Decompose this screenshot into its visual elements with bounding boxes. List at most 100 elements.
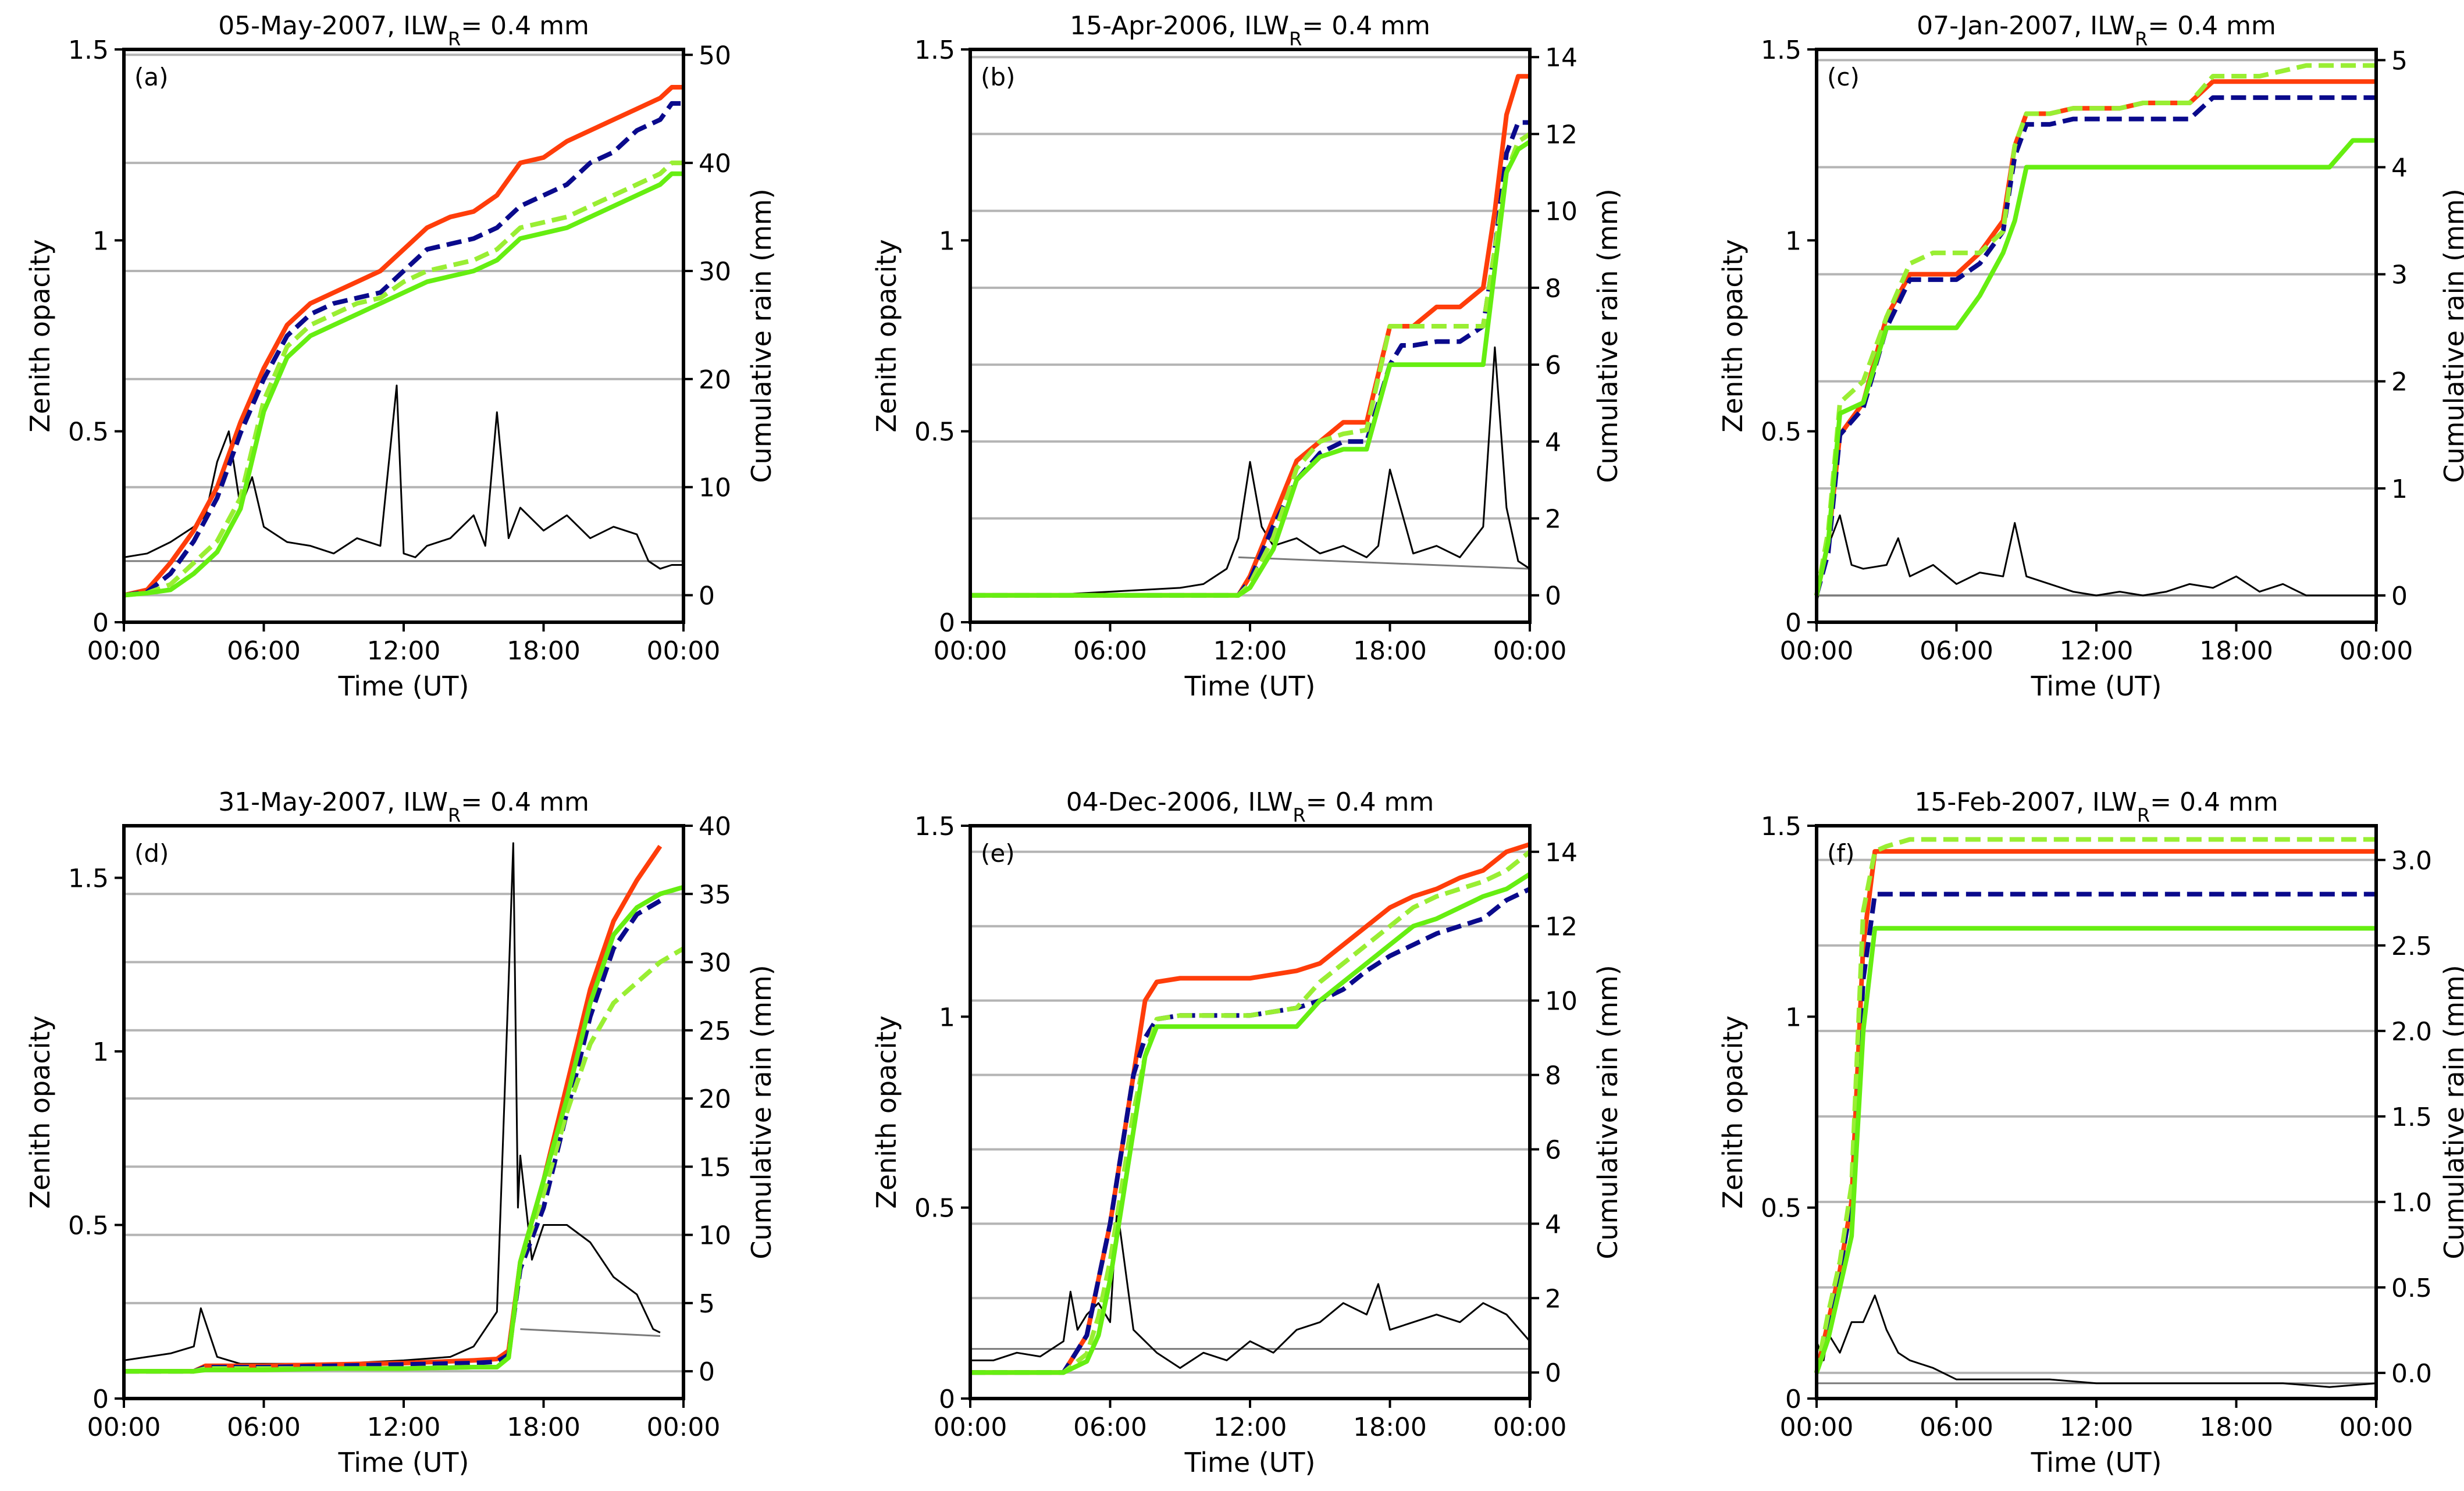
panel-letter: (c): [1827, 63, 1860, 91]
y-tick-label: 0.5: [1761, 418, 1801, 447]
y-tick-label: 1: [939, 1003, 955, 1032]
x-tick-label: 12:00: [367, 1412, 441, 1442]
x-tick-label: 00:00: [934, 636, 1007, 666]
y-tick-label: 1.5: [1761, 35, 1801, 65]
x-tick-label: 06:00: [1073, 636, 1147, 666]
series-rain-4: [124, 884, 685, 1374]
opacity-trace: [123, 842, 661, 1365]
y2-tick-label: 20: [699, 1085, 731, 1114]
y2-tick-label: 0.5: [2391, 1274, 2432, 1303]
x-tick-label: 12:00: [2060, 1412, 2134, 1442]
series-rain-3: [1814, 837, 2376, 1374]
y2-axis-label: Cumulative rain (mm): [746, 188, 777, 483]
y-tick-label: 0: [939, 608, 955, 638]
x-tick-label: 12:00: [1213, 1412, 1287, 1442]
y2-tick-label: 6: [1545, 1135, 1561, 1165]
panel-title: 07-Jan-2007, ILWR= 0.4 mm: [1917, 11, 2276, 50]
panel-title: 31-May-2007, ILWR= 0.4 mm: [218, 787, 589, 826]
y2-tick-label: 30: [699, 257, 731, 287]
y2-tick-label: 35: [699, 880, 731, 909]
opacity-trace: [970, 1207, 1531, 1369]
y2-tick-label: 50: [699, 41, 731, 70]
y-axis-label: Zenith opacity: [24, 1015, 56, 1208]
y-tick-label: 1: [92, 226, 109, 256]
series-rain-1: [970, 842, 1531, 1375]
y-axis-label: Zenith opacity: [1717, 1015, 1749, 1208]
series-rain-4: [970, 872, 1532, 1375]
x-tick-label: 12:00: [2060, 636, 2134, 666]
y2-tick-label: 0: [2391, 582, 2408, 611]
y2-tick-label: 2: [2391, 368, 2408, 397]
y-tick-label: 0: [1785, 1385, 1801, 1414]
y2-tick-label: 6: [1545, 351, 1561, 380]
y2-tick-label: 12: [1545, 912, 1578, 942]
y-axis-label: Zenith opacity: [1717, 239, 1749, 432]
x-tick-label: 12:00: [367, 636, 441, 666]
y2-tick-label: 30: [699, 948, 731, 978]
plot-frame: [122, 824, 685, 1400]
series-rain-4: [123, 171, 683, 598]
x-tick-label: 00:00: [647, 636, 721, 666]
panel-a: 00:00 06:00 12:00 18:00 00:0000.511.50102030…: [24, 11, 777, 702]
y-tick-label: 1: [1785, 226, 1801, 256]
y2-axis-label: Cumulative rain (mm): [746, 965, 777, 1259]
x-tick-label: 18:00: [1353, 636, 1427, 666]
y2-tick-label: 25: [699, 1016, 731, 1046]
panel-c: 00:00 06:00 12:00 18:00 00:0000.511.5012345T…: [1717, 11, 2464, 702]
x-tick-label: 06:00: [227, 1412, 301, 1442]
y-tick-label: 1.5: [914, 812, 955, 841]
series-rain-4: [970, 140, 1532, 598]
x-tick-label: 00:00: [1493, 636, 1567, 666]
y-tick-label: 1.5: [914, 35, 955, 65]
y-tick-label: 0.5: [68, 418, 109, 447]
x-tick-label: 00:00: [1493, 1412, 1567, 1442]
series-rain-3: [970, 850, 1532, 1375]
x-axis-label: Time (UT): [2031, 670, 2162, 702]
y-axis-label: Zenith opacity: [871, 239, 902, 432]
x-tick-label: 06:00: [227, 636, 301, 666]
panel-letter: (e): [981, 839, 1015, 868]
series-rain-2: [123, 101, 683, 598]
panel-d: 00:00 06:00 12:00 18:00 00:0000.511.50510152…: [24, 787, 777, 1478]
x-axis-label: Time (UT): [338, 670, 469, 702]
x-tick-label: 18:00: [507, 1412, 581, 1442]
y2-tick-label: 20: [699, 365, 731, 395]
x-tick-label: 00:00: [2340, 1412, 2413, 1442]
panel-b: 00:00 06:00 12:00 18:00 00:0000.511.50246810…: [871, 11, 1623, 702]
x-tick-label: 00:00: [1780, 636, 1854, 666]
y2-tick-label: 15: [699, 1153, 731, 1182]
series-rain-2: [124, 898, 661, 1374]
y2-tick-label: 2: [1545, 505, 1561, 534]
y2-tick-label: 10: [699, 1221, 731, 1251]
y2-tick-label: 40: [699, 149, 731, 179]
x-tick-label: 00:00: [1780, 1412, 1854, 1442]
y2-tick-label: 2: [1545, 1284, 1561, 1314]
y2-tick-label: 14: [1545, 838, 1578, 868]
y2-tick-label: 1: [2391, 475, 2408, 504]
plot-frame: [968, 824, 1532, 1400]
panel-title: 15-Feb-2007, ILWR= 0.4 mm: [1914, 787, 2278, 826]
y2-tick-label: 3: [2391, 261, 2408, 290]
y2-tick-label: 0.0: [2391, 1359, 2432, 1389]
y-tick-label: 0.5: [68, 1211, 109, 1241]
series-rain-4: [1814, 138, 2376, 596]
y2-tick-label: 0: [1545, 582, 1561, 611]
y-tick-label: 0.5: [1761, 1194, 1801, 1224]
x-axis-label: Time (UT): [338, 1447, 469, 1478]
y-tick-label: 0.5: [914, 418, 955, 447]
y2-tick-label: 5: [2391, 46, 2408, 76]
x-tick-label: 00:00: [2340, 636, 2413, 666]
y2-tick-label: 1.0: [2391, 1188, 2432, 1218]
panel-title: 04-Dec-2006, ILWR= 0.4 mm: [1066, 787, 1434, 826]
x-tick-label: 06:00: [1920, 636, 1993, 666]
y2-tick-label: 10: [1545, 987, 1578, 1016]
y2-tick-label: 0: [699, 1357, 715, 1387]
series-rain-1: [1814, 79, 2376, 596]
x-tick-label: 12:00: [1213, 636, 1287, 666]
series-rain-2: [970, 120, 1530, 598]
y2-tick-label: 2.0: [2391, 1017, 2432, 1047]
y-tick-label: 0: [92, 608, 109, 638]
series-rain-1: [123, 85, 683, 598]
x-tick-label: 18:00: [1353, 1412, 1427, 1442]
